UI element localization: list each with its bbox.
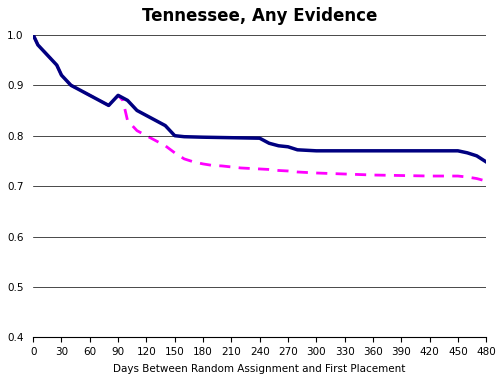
Title: Tennessee, Any Evidence: Tennessee, Any Evidence (142, 7, 377, 25)
X-axis label: Days Between Random Assignment and First Placement: Days Between Random Assignment and First… (114, 364, 406, 374)
